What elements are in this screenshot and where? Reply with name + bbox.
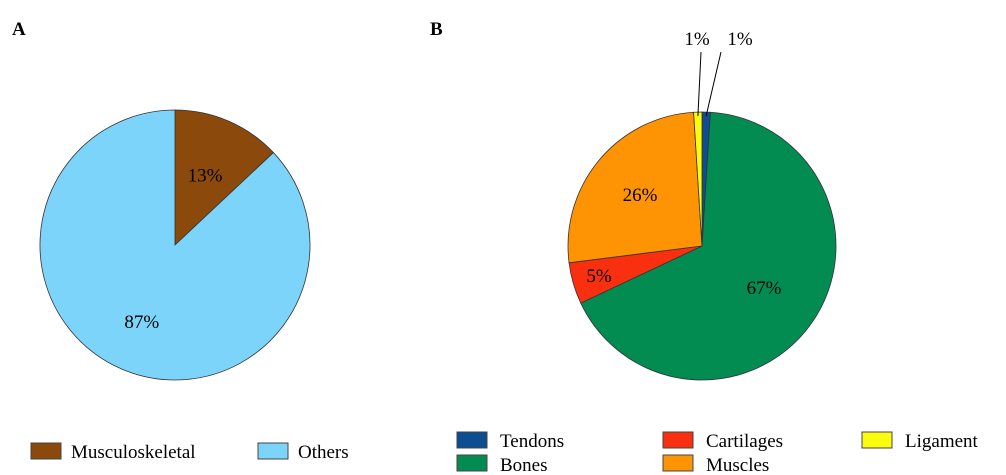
slice-label-tendons: 1% <box>727 29 753 50</box>
pie-slice-others <box>39 109 311 381</box>
pie-slice-bones <box>580 111 837 381</box>
legend-swatch-tendons <box>456 431 488 449</box>
slice-label-others: 87% <box>124 312 159 333</box>
panel-label-b: B <box>430 19 443 40</box>
legend-swatch-muscles <box>662 454 694 472</box>
legend-label-ligament: Ligament <box>905 431 979 452</box>
legend-swatch-bones <box>456 454 488 472</box>
legend-b: Tendons Bones Cartilages Muscles Ligamen… <box>456 431 979 475</box>
legend-label-tendons: Tendons <box>500 431 564 452</box>
legend-a: Musculoskeletal Others <box>30 442 349 463</box>
slice-label-muscles: 26% <box>623 185 658 206</box>
legend-label-others: Others <box>298 442 349 463</box>
pie-slice-muscles <box>567 111 703 264</box>
legend-swatch-others <box>257 442 289 460</box>
legend-label-cartilages: Cartilages <box>706 431 783 452</box>
legend-label-bones: Bones <box>500 455 548 475</box>
legend-swatch-cartilages <box>662 431 694 449</box>
pie-chart-a: 13% 87% <box>39 109 311 381</box>
leader-line-ligament <box>697 51 702 117</box>
slice-label-cartilages: 5% <box>586 266 612 287</box>
legend-label-muscles: Muscles <box>706 455 769 475</box>
legend-label-musculoskeletal: Musculoskeletal <box>71 442 196 463</box>
pie-slice-musculoskeletal <box>174 109 274 246</box>
legend-swatch-ligament <box>861 431 893 449</box>
panel-label-a: A <box>12 19 26 40</box>
slice-label-bones: 67% <box>747 278 782 299</box>
pie-chart-b: 1% 67% 5% 26% 1% <box>567 29 837 381</box>
slice-label-musculoskeletal: 13% <box>188 166 223 187</box>
leader-line-tendons <box>705 51 722 117</box>
slice-label-ligament: 1% <box>684 29 710 50</box>
legend-swatch-musculoskeletal <box>30 442 62 460</box>
